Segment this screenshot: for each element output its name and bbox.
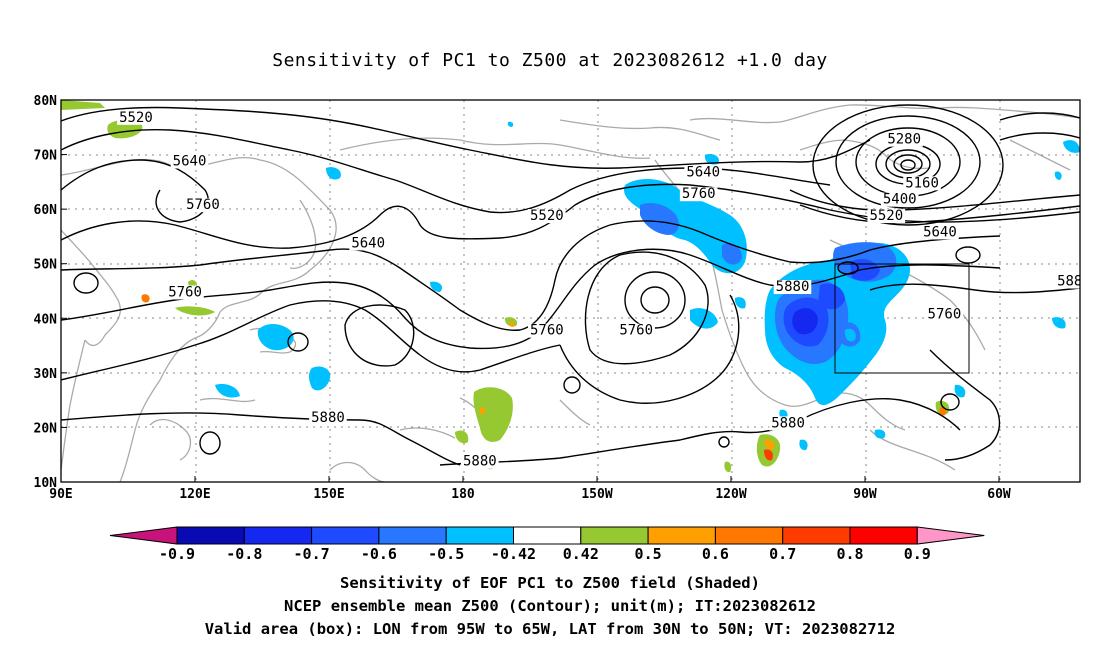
contour-label-background xyxy=(880,192,919,207)
contour-label-background xyxy=(170,154,209,169)
lat-tick-label: 30N xyxy=(34,367,58,382)
contour-label-background xyxy=(679,187,718,202)
lon-tick-label: 60W xyxy=(987,487,1011,502)
footer-line-contour: NCEP ensemble mean Z500 (Contour); unit(… xyxy=(284,597,816,615)
colorbar-tick-label: -0.6 xyxy=(361,545,397,563)
contour-label-background xyxy=(184,198,222,213)
lat-tick-label: 10N xyxy=(34,476,58,491)
colorbar-segment xyxy=(445,526,515,545)
lon-tick-label: 180 xyxy=(451,487,475,502)
contour-label-background xyxy=(117,110,155,125)
lat-tick-label: 50N xyxy=(34,258,58,273)
page-title: Sensitivity of PC1 to Z500 at 2023082612… xyxy=(272,50,828,71)
contour-label: 5760 xyxy=(619,323,653,339)
colorbar-tick-label: -0.5 xyxy=(428,545,464,563)
lat-tick-label: 80N xyxy=(34,94,58,109)
contour-label: 5760 xyxy=(168,284,202,300)
contour-label: 5880 xyxy=(463,454,497,470)
colorbar-segment xyxy=(849,526,918,545)
footer-line-shaded: Sensitivity of EOF PC1 to Z500 field (Sh… xyxy=(340,574,760,592)
contour-label-background xyxy=(461,454,499,469)
contour-label: 5760 xyxy=(530,323,564,339)
colorbar-tick-label: -0.8 xyxy=(226,545,262,563)
colorbar-tick-label: 0.42 xyxy=(563,545,599,563)
colorbar-segment xyxy=(714,526,784,545)
colorbar-tick-label: -0.9 xyxy=(159,545,195,563)
contour-label: 5640 xyxy=(351,235,385,251)
map-frame xyxy=(60,99,1081,483)
lon-tick-label: 150E xyxy=(313,487,344,502)
lon-tick-label: 90W xyxy=(853,487,877,502)
colorbar-tick-label: 0.8 xyxy=(836,545,863,563)
contour-label-background xyxy=(885,132,923,147)
lon-tick-labels: 90E 120E 150E 180 150W 120W 90W 60W xyxy=(49,476,1011,502)
contour-label: 5880 xyxy=(776,279,810,295)
contour-label: 5400 xyxy=(883,192,917,208)
map-figure: 5520 5640 5760 5640 5520 5760 5760 5880 5880 5640… xyxy=(34,94,1082,502)
contour-label: 5760 xyxy=(682,186,716,202)
lon-tick-label: 120W xyxy=(715,487,746,502)
contour-label: 5880 xyxy=(311,410,345,426)
contour-label: 588 xyxy=(1057,274,1082,290)
colorbar-tick-label: -0.42 xyxy=(491,545,536,563)
contour-label-background xyxy=(925,307,964,322)
contour-label-background xyxy=(309,410,347,425)
colorbar-segment xyxy=(513,526,582,545)
colorbar-segment xyxy=(243,526,313,545)
contour-label: 5520 xyxy=(119,110,153,126)
contour-label-background xyxy=(528,323,566,338)
colorbar-segment xyxy=(782,526,851,545)
contour-label: 5640 xyxy=(173,153,207,169)
colorbar-segment xyxy=(311,526,380,545)
footer-line-valid-area: Valid area (box): LON from 95W to 65W, L… xyxy=(204,620,896,638)
contour-label: 5520 xyxy=(869,208,903,224)
lat-tick-label: 70N xyxy=(34,149,58,164)
contour-label-background xyxy=(773,280,812,294)
colorbar-low-end xyxy=(109,526,178,545)
contour-labels: 5520 5640 5760 5640 5520 5760 5760 5880 5880 5640… xyxy=(117,110,1082,470)
contour-label: 5640 xyxy=(686,164,720,180)
lon-tick-label: 90E xyxy=(49,487,72,502)
colorbar: -0.9 -0.8 -0.7 -0.6 -0.5 -0.42 0.42 0.5 0.6 0.7 0.… xyxy=(109,526,985,563)
lat-tick-label: 40N xyxy=(34,312,58,327)
valid-area-box xyxy=(834,263,970,374)
contour-label-background xyxy=(867,209,906,224)
lon-tick-label: 120E xyxy=(179,487,210,502)
colorbar-tick-label: 0.5 xyxy=(635,545,662,563)
colorbar-tick-label: 0.6 xyxy=(702,545,729,563)
contour-label-background xyxy=(617,323,655,338)
colorbar-segment xyxy=(176,526,245,545)
contour-label-background xyxy=(921,225,959,240)
contour-label-background xyxy=(769,416,807,431)
lon-tick-label: 150W xyxy=(581,487,612,502)
contour-label: 5520 xyxy=(530,208,564,224)
contour-label-background xyxy=(166,285,204,300)
colorbar-segment xyxy=(378,526,447,545)
contour-label: 5760 xyxy=(928,306,962,322)
contour-label: 5640 xyxy=(923,224,957,240)
lat-tick-label: 60N xyxy=(34,203,58,218)
colorbar-tick-label: 0.7 xyxy=(769,545,796,563)
contour-label: 5760 xyxy=(186,197,220,213)
lat-tick-label: 20N xyxy=(34,421,58,436)
contour-label: 5280 xyxy=(887,132,921,148)
contour-label: 5880 xyxy=(771,415,805,431)
contour-label-background xyxy=(1055,274,1080,289)
colorbar-segment xyxy=(580,526,649,545)
colorbar-segment xyxy=(647,526,716,545)
contour-label-background xyxy=(903,176,941,191)
contour-label-background xyxy=(684,165,722,180)
contour-label-background xyxy=(349,236,387,251)
colorbar-high-end xyxy=(916,526,985,545)
colorbar-tick-label: -0.7 xyxy=(294,545,330,563)
contour-label: 5160 xyxy=(905,175,939,191)
contour-label-background xyxy=(528,209,566,224)
colorbar-tick-label: 0.9 xyxy=(904,545,931,563)
lat-tick-labels: 80N 70N 60N 50N 40N 30N 20N 10N xyxy=(34,94,67,491)
